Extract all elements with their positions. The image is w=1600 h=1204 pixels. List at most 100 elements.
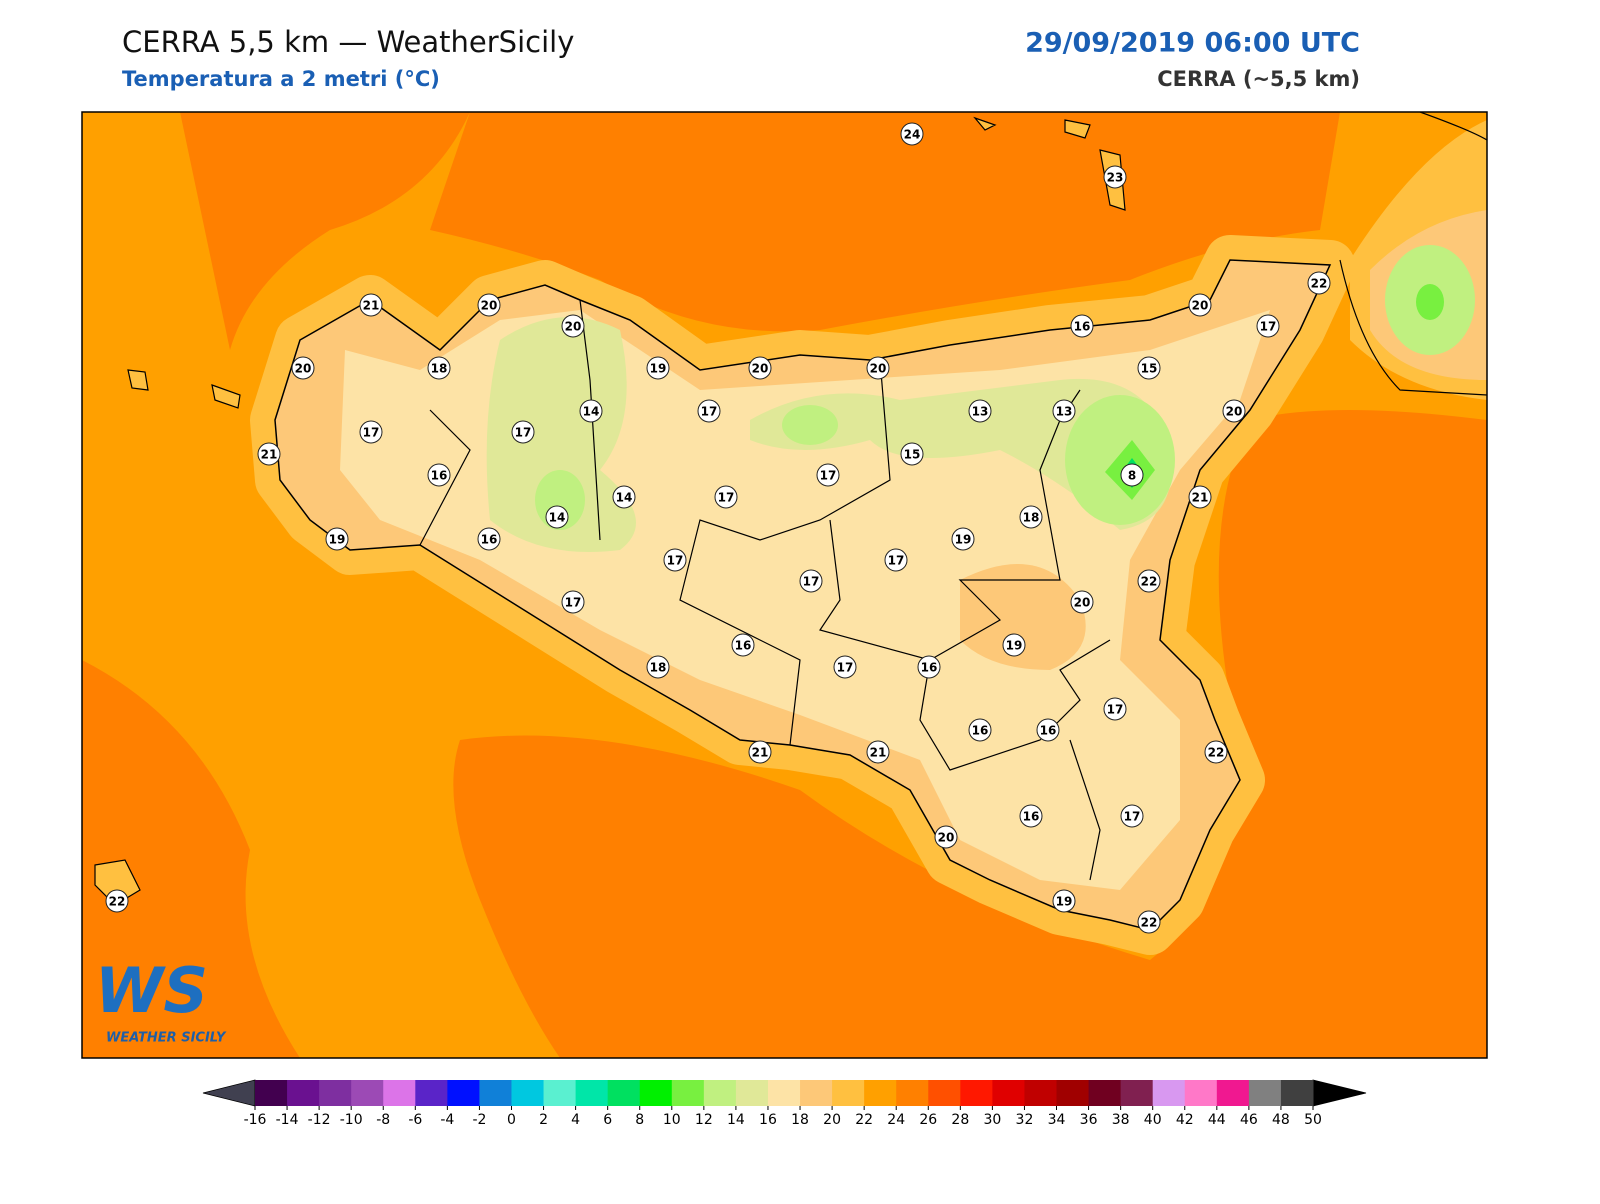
station-value: 20 — [565, 320, 582, 334]
model-label: CERRA (~5,5 km) — [1157, 67, 1360, 91]
colorbar-tick-label: 28 — [951, 1112, 969, 1128]
station-value: 16 — [481, 533, 498, 547]
station-marker — [1070, 590, 1094, 614]
station-marker — [968, 399, 992, 423]
colorbar-over — [1312, 1079, 1367, 1107]
station-marker — [1307, 271, 1331, 295]
station-marker — [427, 463, 451, 487]
station-marker — [1103, 165, 1127, 189]
colorbar-box — [735, 1080, 769, 1106]
colorbar-box — [864, 1080, 897, 1106]
colorbar-tick-label: 38 — [1112, 1112, 1130, 1128]
station-marker — [561, 590, 585, 614]
station-value: 18 — [1023, 511, 1040, 525]
colorbar-box — [671, 1080, 705, 1106]
colorbar-tick-label: -2 — [472, 1112, 486, 1128]
colorbar-tick-label: 26 — [919, 1112, 937, 1128]
station-value: 22 — [1311, 277, 1328, 291]
colorbar-box — [1024, 1080, 1058, 1106]
station-marker — [1103, 697, 1127, 721]
station-value: 20 — [938, 831, 955, 845]
colorbar-box — [992, 1080, 1025, 1106]
cool-zone — [782, 405, 838, 445]
colorbar-tick-label: 44 — [1208, 1112, 1226, 1128]
province-borders — [419, 299, 1111, 881]
station-marker — [934, 825, 958, 849]
station-marker — [511, 420, 535, 444]
colorbar-tick-label: 6 — [603, 1112, 612, 1128]
warm-zone — [453, 410, 1487, 1058]
station-value: 16 — [1040, 724, 1057, 738]
station-marker — [1019, 804, 1043, 828]
station-marker — [714, 485, 738, 509]
station-value: 17 — [515, 426, 532, 440]
colorbar-box — [255, 1080, 288, 1106]
station-marker — [1137, 569, 1161, 593]
station-marker — [477, 293, 501, 317]
minor-islands — [94, 116, 1126, 906]
colorbar-box — [639, 1080, 673, 1106]
warm-zone — [960, 564, 1086, 670]
colorbar-box — [960, 1080, 993, 1106]
station-value: 22 — [109, 895, 126, 909]
colorbar-box — [479, 1080, 512, 1106]
station-marker — [646, 356, 670, 380]
station-marker — [917, 655, 941, 679]
station-marker — [833, 655, 857, 679]
subtitle: Temperatura a 2 metri (°C) — [122, 67, 440, 91]
station-value: 18 — [650, 661, 667, 675]
cool-zone — [1416, 284, 1444, 320]
colorbar-under — [202, 1079, 256, 1107]
colorbar-box — [351, 1080, 384, 1106]
warm-zone — [82, 112, 470, 350]
station-value: 21 — [870, 746, 887, 760]
colorbar-box — [1248, 1080, 1282, 1106]
station-marker — [697, 399, 721, 423]
coastline — [1339, 112, 1487, 396]
colorbar-tick-label: 30 — [983, 1112, 1001, 1128]
station-value: 17 — [1260, 320, 1277, 334]
station-marker — [1188, 485, 1212, 509]
station-marker — [968, 718, 992, 742]
station-marker — [1036, 718, 1060, 742]
station-value: 17 — [888, 554, 905, 568]
station-value: 20 — [752, 362, 769, 376]
colorbar-box — [383, 1080, 416, 1106]
colorbar-tick-label: 16 — [759, 1112, 777, 1128]
station-value: 16 — [1074, 320, 1091, 334]
station-marker — [1204, 740, 1228, 764]
colorbar-tick-label: 42 — [1176, 1112, 1194, 1128]
station-marker — [1222, 399, 1246, 423]
station-value: 20 — [1074, 596, 1091, 610]
station-value: 18 — [431, 362, 448, 376]
colorbar-box — [319, 1080, 352, 1106]
colorbar-tick-label: 2 — [539, 1112, 548, 1128]
colorbar-tick-label: 20 — [823, 1112, 841, 1128]
station-value: 20 — [1192, 299, 1209, 313]
colorbar-tick-label: -14 — [276, 1112, 299, 1128]
logo-mark: WS — [95, 954, 208, 1027]
station-marker — [866, 356, 890, 380]
colorbar-box — [1152, 1080, 1186, 1106]
station-value: 19 — [650, 362, 667, 376]
station-value: 17 — [837, 661, 854, 675]
colorbar-box — [1216, 1080, 1250, 1106]
station-value: 17 — [803, 575, 820, 589]
station-value: 20 — [481, 299, 498, 313]
station-marker — [748, 356, 772, 380]
station-marker — [1256, 314, 1280, 338]
colorbar-tick-label: -4 — [440, 1112, 454, 1128]
station-marker — [1019, 505, 1043, 529]
station-value: 14 — [583, 405, 600, 419]
colorbar-tick-label: 24 — [887, 1112, 905, 1128]
station-value: 17 — [565, 596, 582, 610]
coastline — [274, 259, 1332, 931]
station-marker — [291, 356, 315, 380]
station-marker — [1070, 314, 1094, 338]
station-value: 14 — [616, 491, 633, 505]
station-value: 17 — [820, 469, 837, 483]
colorbar-tick-label: -10 — [340, 1112, 363, 1128]
colorbar-box — [767, 1080, 801, 1106]
colorbar-tick-label: 48 — [1272, 1112, 1290, 1128]
station-value: 17 — [701, 405, 718, 419]
